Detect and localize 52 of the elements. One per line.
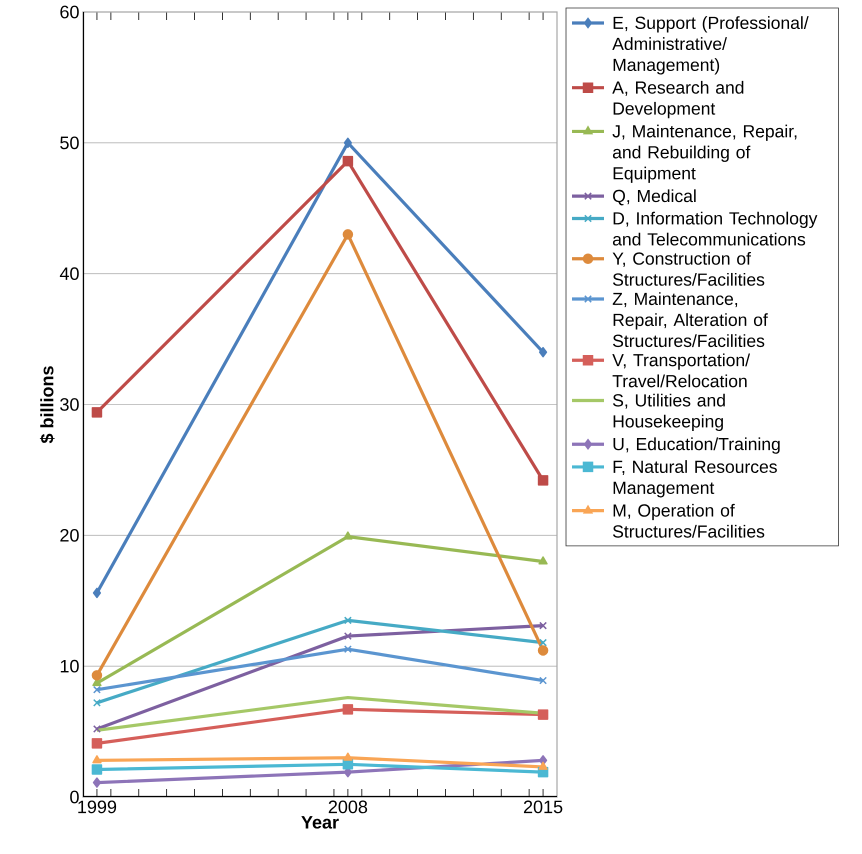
legend-label: A, Research and Development (612, 80, 744, 118)
x-tick-label: 2015 (524, 800, 562, 814)
point (342, 156, 354, 166)
point (93, 698, 101, 707)
point (343, 752, 353, 761)
legend-label: F, Natural Resources Management (614, 460, 777, 498)
legend-label: E, Support (Professional/ Administrative/ Management) (612, 16, 809, 74)
y-tick-label: 10 (60, 660, 79, 673)
y-tick-label: 20 (60, 528, 79, 542)
y-tick-label: 60 (60, 6, 79, 18)
legend-label: D, Information Technology and Telecommunications (612, 212, 818, 246)
point (344, 645, 352, 654)
point (538, 346, 548, 358)
legend-label: Y, Construction of Structures/Facilities (612, 252, 764, 286)
point (343, 531, 353, 540)
y-tick-label: 30 (60, 398, 79, 411)
x-tick-label: 2008 (328, 800, 368, 814)
legend-label: M, Operation of Structures/Facilities (613, 504, 764, 538)
point (344, 616, 352, 624)
y-tick-label: 40 (60, 267, 79, 280)
point (342, 704, 354, 715)
point (344, 632, 352, 640)
point (539, 638, 547, 647)
legend-label: S, Utilities and Housekeeping (613, 394, 725, 432)
point (539, 622, 547, 630)
y-tick-label: 50 (60, 136, 79, 150)
legend-label: J, Maintenance, Repair, and Rebuilding of Equipment (612, 124, 796, 183)
point (92, 738, 102, 749)
point (92, 764, 102, 775)
point (92, 670, 102, 681)
point (93, 686, 101, 694)
point (342, 229, 354, 240)
point (92, 755, 102, 764)
x-tick-label: 1999 (78, 800, 116, 814)
legend-label: V, Transportation/ Travel/Relocation (612, 353, 750, 388)
point (344, 138, 352, 148)
point (92, 777, 102, 788)
point (539, 676, 547, 684)
legend-label: Q, Medical (613, 189, 696, 206)
point (538, 475, 548, 486)
point (538, 645, 548, 656)
x-axis-title: Year (301, 816, 339, 829)
legend-label: U, Education/Training (614, 437, 780, 454)
point (538, 556, 548, 564)
point (538, 762, 548, 770)
legend-label: Z, Maintenance, Repair, Alteration of Structures/Facilities (612, 292, 768, 348)
y-tick-label: 0 (70, 790, 79, 804)
point (92, 588, 102, 598)
y-axis-title: $ billions (40, 366, 55, 444)
point (92, 407, 102, 418)
point (538, 709, 548, 720)
point (93, 725, 101, 733)
